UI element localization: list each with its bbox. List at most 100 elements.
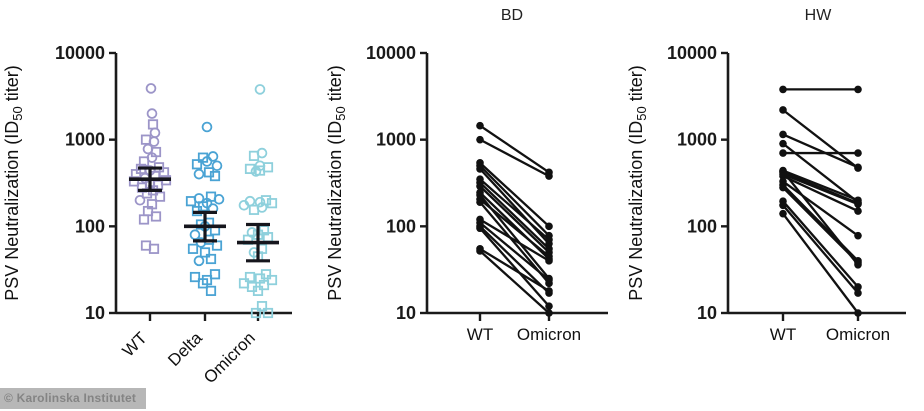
pair-line bbox=[782, 173, 859, 206]
data-point-square bbox=[256, 301, 268, 312]
data-point-square bbox=[209, 269, 221, 280]
pair-line bbox=[782, 204, 859, 294]
y-tick-label: 100 bbox=[75, 216, 105, 236]
data-point-circle bbox=[149, 127, 161, 139]
data-point-square bbox=[205, 253, 217, 265]
data-point-square bbox=[205, 285, 217, 296]
data-point-wt bbox=[779, 130, 787, 139]
data-point-circle bbox=[189, 229, 201, 241]
data-point-wt bbox=[779, 85, 787, 94]
data-point-square bbox=[248, 150, 260, 161]
data-point-circle bbox=[201, 156, 213, 167]
pair-line bbox=[479, 124, 550, 174]
panel-HW: 10000 1000 100 10 PSV Neutralization (ID50 t… bbox=[626, 7, 906, 344]
panel-title: BD bbox=[501, 7, 523, 24]
data-point-omicron bbox=[854, 258, 862, 267]
pair-line bbox=[782, 200, 859, 288]
data-point-wt bbox=[476, 165, 484, 173]
y-tick-label: 10 bbox=[85, 303, 105, 323]
data-point-square bbox=[150, 211, 162, 222]
data-point-circle bbox=[254, 196, 266, 208]
data-point-square bbox=[262, 307, 274, 319]
data-point-square bbox=[138, 214, 150, 225]
pair-line bbox=[782, 180, 859, 237]
data-point-wt bbox=[779, 172, 787, 180]
data-point-omicron bbox=[545, 235, 553, 244]
data-point-circle bbox=[134, 194, 146, 206]
data-point-wt bbox=[476, 198, 484, 206]
data-point-omicron bbox=[545, 302, 553, 310]
data-point-square bbox=[185, 196, 197, 207]
data-point-square bbox=[252, 285, 264, 296]
data-point-wt bbox=[476, 182, 484, 191]
y-tick-label: 1000 bbox=[376, 130, 416, 150]
data-point-omicron bbox=[545, 309, 553, 317]
x-category-label: WT bbox=[467, 325, 493, 344]
data-point-circle bbox=[250, 166, 262, 177]
data-point-circle bbox=[254, 84, 266, 95]
pair-line bbox=[479, 178, 550, 241]
data-point-wt bbox=[779, 183, 787, 192]
data-point-circle bbox=[238, 199, 250, 211]
data-point-wt bbox=[779, 209, 787, 218]
y-tick-label: 1000 bbox=[677, 130, 717, 150]
data-point-circle bbox=[193, 255, 205, 267]
y-tick-label: 10 bbox=[396, 303, 416, 323]
x-category-label: WT bbox=[770, 325, 796, 344]
data-point-wt bbox=[476, 224, 484, 233]
data-point-square bbox=[148, 243, 160, 254]
y-tick-label: 100 bbox=[687, 216, 717, 236]
x-category-label: WT bbox=[119, 328, 151, 360]
data-point-square bbox=[248, 204, 260, 215]
data-point-square bbox=[138, 156, 150, 167]
data-point-square bbox=[154, 191, 166, 202]
data-point-omicron bbox=[545, 287, 553, 295]
data-point-omicron bbox=[854, 207, 862, 215]
data-point-wt bbox=[779, 201, 787, 210]
pair-line bbox=[782, 169, 859, 202]
data-point-omicron bbox=[545, 276, 553, 284]
x-category-label: Delta bbox=[164, 328, 206, 370]
pair-line bbox=[479, 185, 550, 254]
data-point-square bbox=[258, 279, 270, 291]
data-point-square bbox=[244, 163, 256, 174]
data-point-square bbox=[266, 198, 278, 209]
pair-line bbox=[782, 184, 859, 262]
data-point-omicron bbox=[854, 283, 862, 291]
data-point-circle bbox=[201, 121, 213, 133]
data-point-circle bbox=[193, 168, 205, 180]
pair-line bbox=[479, 138, 550, 178]
data-point-wt bbox=[779, 149, 787, 157]
y-axis-title: PSV Neutralization (ID50 titer) bbox=[325, 65, 348, 301]
data-point-circle bbox=[148, 136, 160, 147]
x-category-label: Omicron bbox=[200, 328, 259, 387]
data-point-omicron bbox=[545, 222, 553, 231]
data-point-omicron bbox=[545, 257, 553, 265]
data-point-omicron bbox=[854, 85, 862, 94]
data-point-omicron bbox=[545, 172, 553, 180]
pair-line bbox=[479, 164, 550, 237]
data-point-circle bbox=[146, 108, 158, 119]
pair-line bbox=[479, 181, 550, 250]
pair-line bbox=[782, 212, 859, 314]
pair-line bbox=[479, 225, 550, 294]
pair-line bbox=[479, 168, 550, 245]
pair-line bbox=[479, 198, 550, 258]
watermark: © Karolinska Institutet bbox=[0, 388, 147, 409]
data-point-wt bbox=[476, 121, 484, 130]
data-point-omicron bbox=[854, 289, 862, 297]
y-tick-label: 10000 bbox=[667, 43, 717, 63]
data-point-wt bbox=[476, 247, 484, 255]
pair-line bbox=[782, 133, 859, 169]
panel-title: HW bbox=[805, 7, 833, 24]
x-category-label: Omicron bbox=[826, 325, 890, 344]
data-point-wt bbox=[779, 139, 787, 148]
data-point-square bbox=[199, 247, 211, 258]
data-point-square bbox=[250, 307, 262, 319]
data-point-circle bbox=[211, 160, 223, 172]
data-point-omicron bbox=[854, 149, 862, 157]
data-point-square bbox=[191, 159, 203, 170]
data-point-circle bbox=[145, 83, 157, 94]
